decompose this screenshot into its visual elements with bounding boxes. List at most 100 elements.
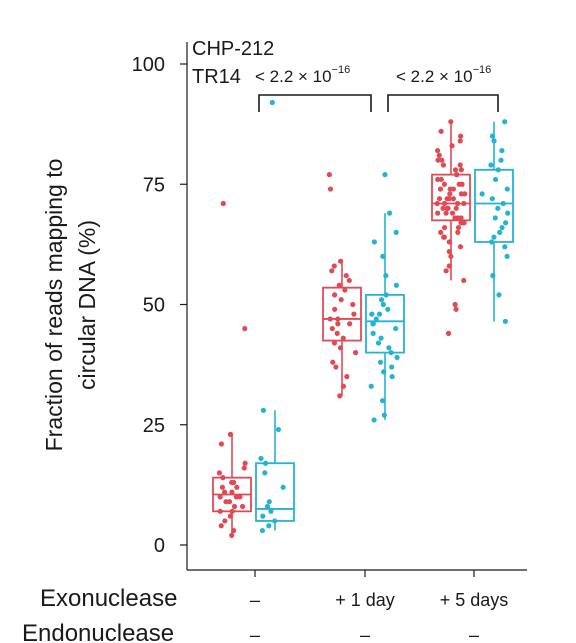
exonuclease-condition-label: – bbox=[250, 590, 260, 610]
data-point bbox=[340, 335, 346, 341]
data-point bbox=[393, 325, 399, 332]
data-point bbox=[269, 99, 275, 106]
data-point bbox=[336, 282, 342, 288]
pvalue-text-2: < 2.2 × 10−16 bbox=[396, 64, 491, 86]
pvalue-exp-2: −16 bbox=[473, 64, 492, 76]
data-point bbox=[280, 484, 286, 490]
box-iqr bbox=[255, 462, 295, 522]
data-point bbox=[231, 527, 237, 534]
data-point bbox=[331, 340, 338, 346]
endonuclease-condition-label: – bbox=[250, 625, 260, 643]
data-point bbox=[495, 205, 501, 211]
y-ticks: 0 25 50 75 100 bbox=[132, 54, 187, 557]
data-point bbox=[498, 157, 504, 163]
data-point bbox=[381, 412, 387, 418]
data-point bbox=[383, 273, 389, 279]
data-point bbox=[370, 321, 376, 327]
data-point bbox=[338, 258, 344, 264]
box-iqr bbox=[431, 173, 471, 222]
box-groups bbox=[212, 121, 514, 536]
data-point bbox=[373, 316, 379, 322]
data-point bbox=[327, 186, 334, 192]
data-point bbox=[436, 196, 443, 202]
data-point bbox=[332, 292, 338, 298]
data-point bbox=[326, 172, 332, 178]
y-tick-label: 100 bbox=[132, 54, 165, 76]
y-axis-title-line1: Fraction of reads mapping to bbox=[41, 159, 67, 452]
data-point bbox=[218, 523, 224, 529]
data-point bbox=[340, 383, 347, 389]
data-point bbox=[380, 398, 386, 404]
data-point bbox=[455, 224, 462, 231]
data-point bbox=[452, 167, 459, 173]
data-point bbox=[499, 224, 505, 231]
data-point bbox=[435, 210, 441, 216]
data-point bbox=[266, 499, 272, 505]
data-point bbox=[223, 499, 229, 505]
pvalue-bracket-2 bbox=[387, 94, 499, 112]
data-point bbox=[489, 239, 495, 245]
data-point bbox=[369, 311, 375, 317]
data-point bbox=[258, 455, 264, 462]
data-point bbox=[499, 147, 505, 154]
data-point bbox=[505, 210, 511, 216]
data-point bbox=[262, 470, 268, 476]
data-point bbox=[504, 253, 510, 259]
data-point bbox=[388, 350, 394, 356]
data-point bbox=[457, 162, 463, 168]
data-point bbox=[458, 167, 464, 173]
data-point bbox=[370, 330, 376, 336]
data-point bbox=[259, 527, 266, 534]
data-point bbox=[220, 200, 226, 207]
data-point bbox=[435, 176, 441, 183]
data-point bbox=[438, 229, 444, 235]
data-point bbox=[337, 345, 344, 351]
data-point bbox=[448, 119, 454, 125]
data-point bbox=[393, 229, 399, 235]
data-point bbox=[335, 321, 341, 327]
condition-labels: – – + 1 day – + 5 days – bbox=[250, 590, 508, 643]
box-chp-212-1 bbox=[322, 261, 362, 396]
data-point bbox=[234, 484, 240, 490]
row-label-endonuclease: Endonuclease bbox=[22, 620, 174, 643]
data-point bbox=[378, 335, 384, 341]
data-point bbox=[479, 191, 485, 197]
pvalue-bracket-1 bbox=[258, 94, 372, 112]
data-point bbox=[242, 325, 248, 332]
data-point bbox=[352, 350, 359, 356]
data-point bbox=[450, 196, 457, 202]
data-point bbox=[268, 508, 274, 514]
x-ticks bbox=[254, 570, 475, 577]
data-point bbox=[458, 133, 464, 139]
data-point bbox=[490, 273, 496, 279]
data-point bbox=[455, 229, 461, 235]
data-point bbox=[492, 215, 498, 221]
data-point bbox=[346, 277, 352, 284]
data-point bbox=[452, 215, 458, 221]
data-point bbox=[272, 518, 278, 524]
data-point bbox=[497, 229, 503, 235]
data-point bbox=[460, 220, 466, 226]
y-tick-label: 50 bbox=[143, 295, 165, 317]
data-point bbox=[263, 460, 269, 466]
data-point bbox=[461, 200, 467, 207]
data-point bbox=[381, 369, 387, 375]
data-point bbox=[436, 152, 442, 158]
data-point bbox=[329, 325, 335, 332]
data-point bbox=[435, 157, 441, 163]
data-point bbox=[229, 489, 235, 495]
pvalue-base-2: < 2.2 × 10 bbox=[396, 67, 473, 86]
data-point bbox=[347, 321, 353, 327]
data-point bbox=[441, 200, 448, 207]
pvalue-exp-1: −16 bbox=[332, 64, 351, 76]
data-point bbox=[440, 162, 447, 168]
data-point bbox=[229, 479, 235, 486]
data-point bbox=[495, 167, 501, 173]
data-point bbox=[335, 316, 341, 322]
data-point bbox=[447, 191, 453, 197]
data-point bbox=[218, 441, 224, 447]
data-point bbox=[445, 330, 452, 336]
data-point bbox=[496, 292, 502, 298]
pvalue-text-1: < 2.2 × 10−16 bbox=[255, 64, 350, 86]
data-point bbox=[503, 220, 509, 226]
